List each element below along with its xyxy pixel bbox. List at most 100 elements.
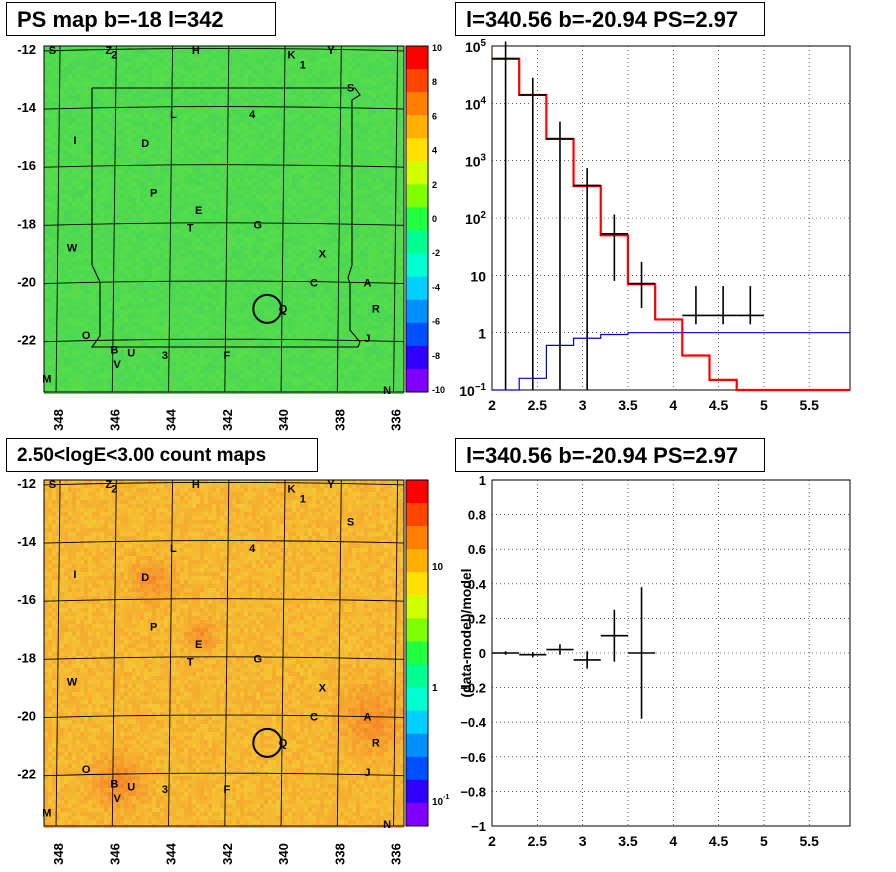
map-pixel	[244, 82, 248, 86]
map-pixel	[296, 122, 300, 126]
map-pixel	[236, 210, 240, 214]
map-pixel	[288, 166, 292, 170]
map-pixel	[332, 142, 336, 146]
map-pixel	[200, 234, 204, 238]
map-pixel	[84, 110, 88, 114]
map-pixel	[328, 46, 332, 50]
map-pixel	[368, 178, 372, 182]
map-pixel	[340, 258, 344, 262]
map-pixel	[324, 182, 328, 186]
map-pixel	[232, 58, 236, 62]
map-pixel	[48, 150, 52, 154]
map-pixel	[132, 158, 136, 162]
map-pixel	[292, 90, 296, 94]
map-pixel	[248, 74, 252, 78]
map-pixel	[348, 142, 352, 146]
map-pixel	[80, 190, 84, 194]
map-pixel	[344, 242, 348, 246]
map-pixel	[308, 246, 312, 250]
map-pixel	[252, 142, 256, 146]
map-pixel	[248, 134, 252, 138]
map-pixel	[144, 146, 148, 150]
map-pixel	[280, 94, 284, 98]
map-pixel	[48, 246, 52, 250]
map-pixel	[316, 82, 320, 86]
map-pixel	[364, 90, 368, 94]
map-pixel	[148, 90, 152, 94]
map-pixel	[228, 222, 232, 226]
map-pixel	[140, 222, 144, 226]
map-pixel	[220, 126, 224, 130]
map-pixel	[108, 194, 112, 198]
map-pixel	[344, 94, 348, 98]
map-pixel	[188, 222, 192, 226]
map-pixel	[164, 170, 168, 174]
map-pixel	[304, 62, 308, 66]
map-pixel	[128, 118, 132, 122]
map-pixel	[304, 50, 308, 54]
map-pixel	[276, 134, 280, 138]
map-pixel	[336, 218, 340, 222]
map-pixel	[52, 258, 56, 262]
map-pixel	[100, 94, 104, 98]
map-pixel	[384, 106, 388, 110]
map-pixel	[268, 146, 272, 150]
map-pixel	[348, 254, 352, 258]
map-pixel	[84, 114, 88, 118]
map-pixel	[108, 206, 112, 210]
map-pixel	[232, 106, 236, 110]
map-pixel	[304, 154, 308, 158]
map-pixel	[188, 110, 192, 114]
map-pixel	[340, 94, 344, 98]
map-pixel	[360, 74, 364, 78]
map-pixel	[216, 138, 220, 142]
map-pixel	[88, 250, 92, 254]
map-pixel	[252, 70, 256, 74]
map-pixel	[160, 250, 164, 254]
map-pixel	[68, 150, 72, 154]
map-pixel	[44, 194, 48, 198]
map-pixel	[292, 238, 296, 242]
map-pixel	[296, 166, 300, 170]
map-pixel	[96, 218, 100, 222]
map-pixel	[240, 190, 244, 194]
map-pixel	[224, 174, 228, 178]
map-pixel	[68, 258, 72, 262]
map-pixel	[308, 138, 312, 142]
map-pixel	[152, 110, 156, 114]
map-pixel	[220, 254, 224, 258]
map-pixel	[268, 110, 272, 114]
map-pixel	[320, 58, 324, 62]
map-pixel	[68, 206, 72, 210]
map-pixel	[164, 46, 168, 50]
map-pixel	[300, 58, 304, 62]
map-pixel	[84, 70, 88, 74]
map-pixel	[136, 110, 140, 114]
map-pixel	[220, 190, 224, 194]
map-pixel	[396, 58, 400, 62]
map-pixel	[312, 74, 316, 78]
map-pixel	[52, 226, 56, 230]
map-pixel	[380, 226, 384, 230]
map-pixel	[144, 98, 148, 102]
map-pixel	[108, 214, 112, 218]
map-pixel	[324, 154, 328, 158]
map-pixel	[92, 190, 96, 194]
map-pixel	[112, 54, 116, 58]
map-pixel	[132, 266, 136, 270]
map-pixel	[304, 54, 308, 58]
map-pixel	[392, 238, 396, 242]
map-pixel	[388, 250, 392, 254]
map-pixel	[164, 222, 168, 226]
map-pixel	[112, 190, 116, 194]
map-pixel	[212, 210, 216, 214]
map-pixel	[380, 218, 384, 222]
map-pixel	[176, 78, 180, 82]
map-pixel	[180, 90, 184, 94]
map-pixel	[188, 126, 192, 130]
map-pixel	[92, 186, 96, 190]
map-pixel	[128, 186, 132, 190]
map-pixel	[312, 174, 316, 178]
map-pixel	[52, 82, 56, 86]
map-pixel	[240, 242, 244, 246]
